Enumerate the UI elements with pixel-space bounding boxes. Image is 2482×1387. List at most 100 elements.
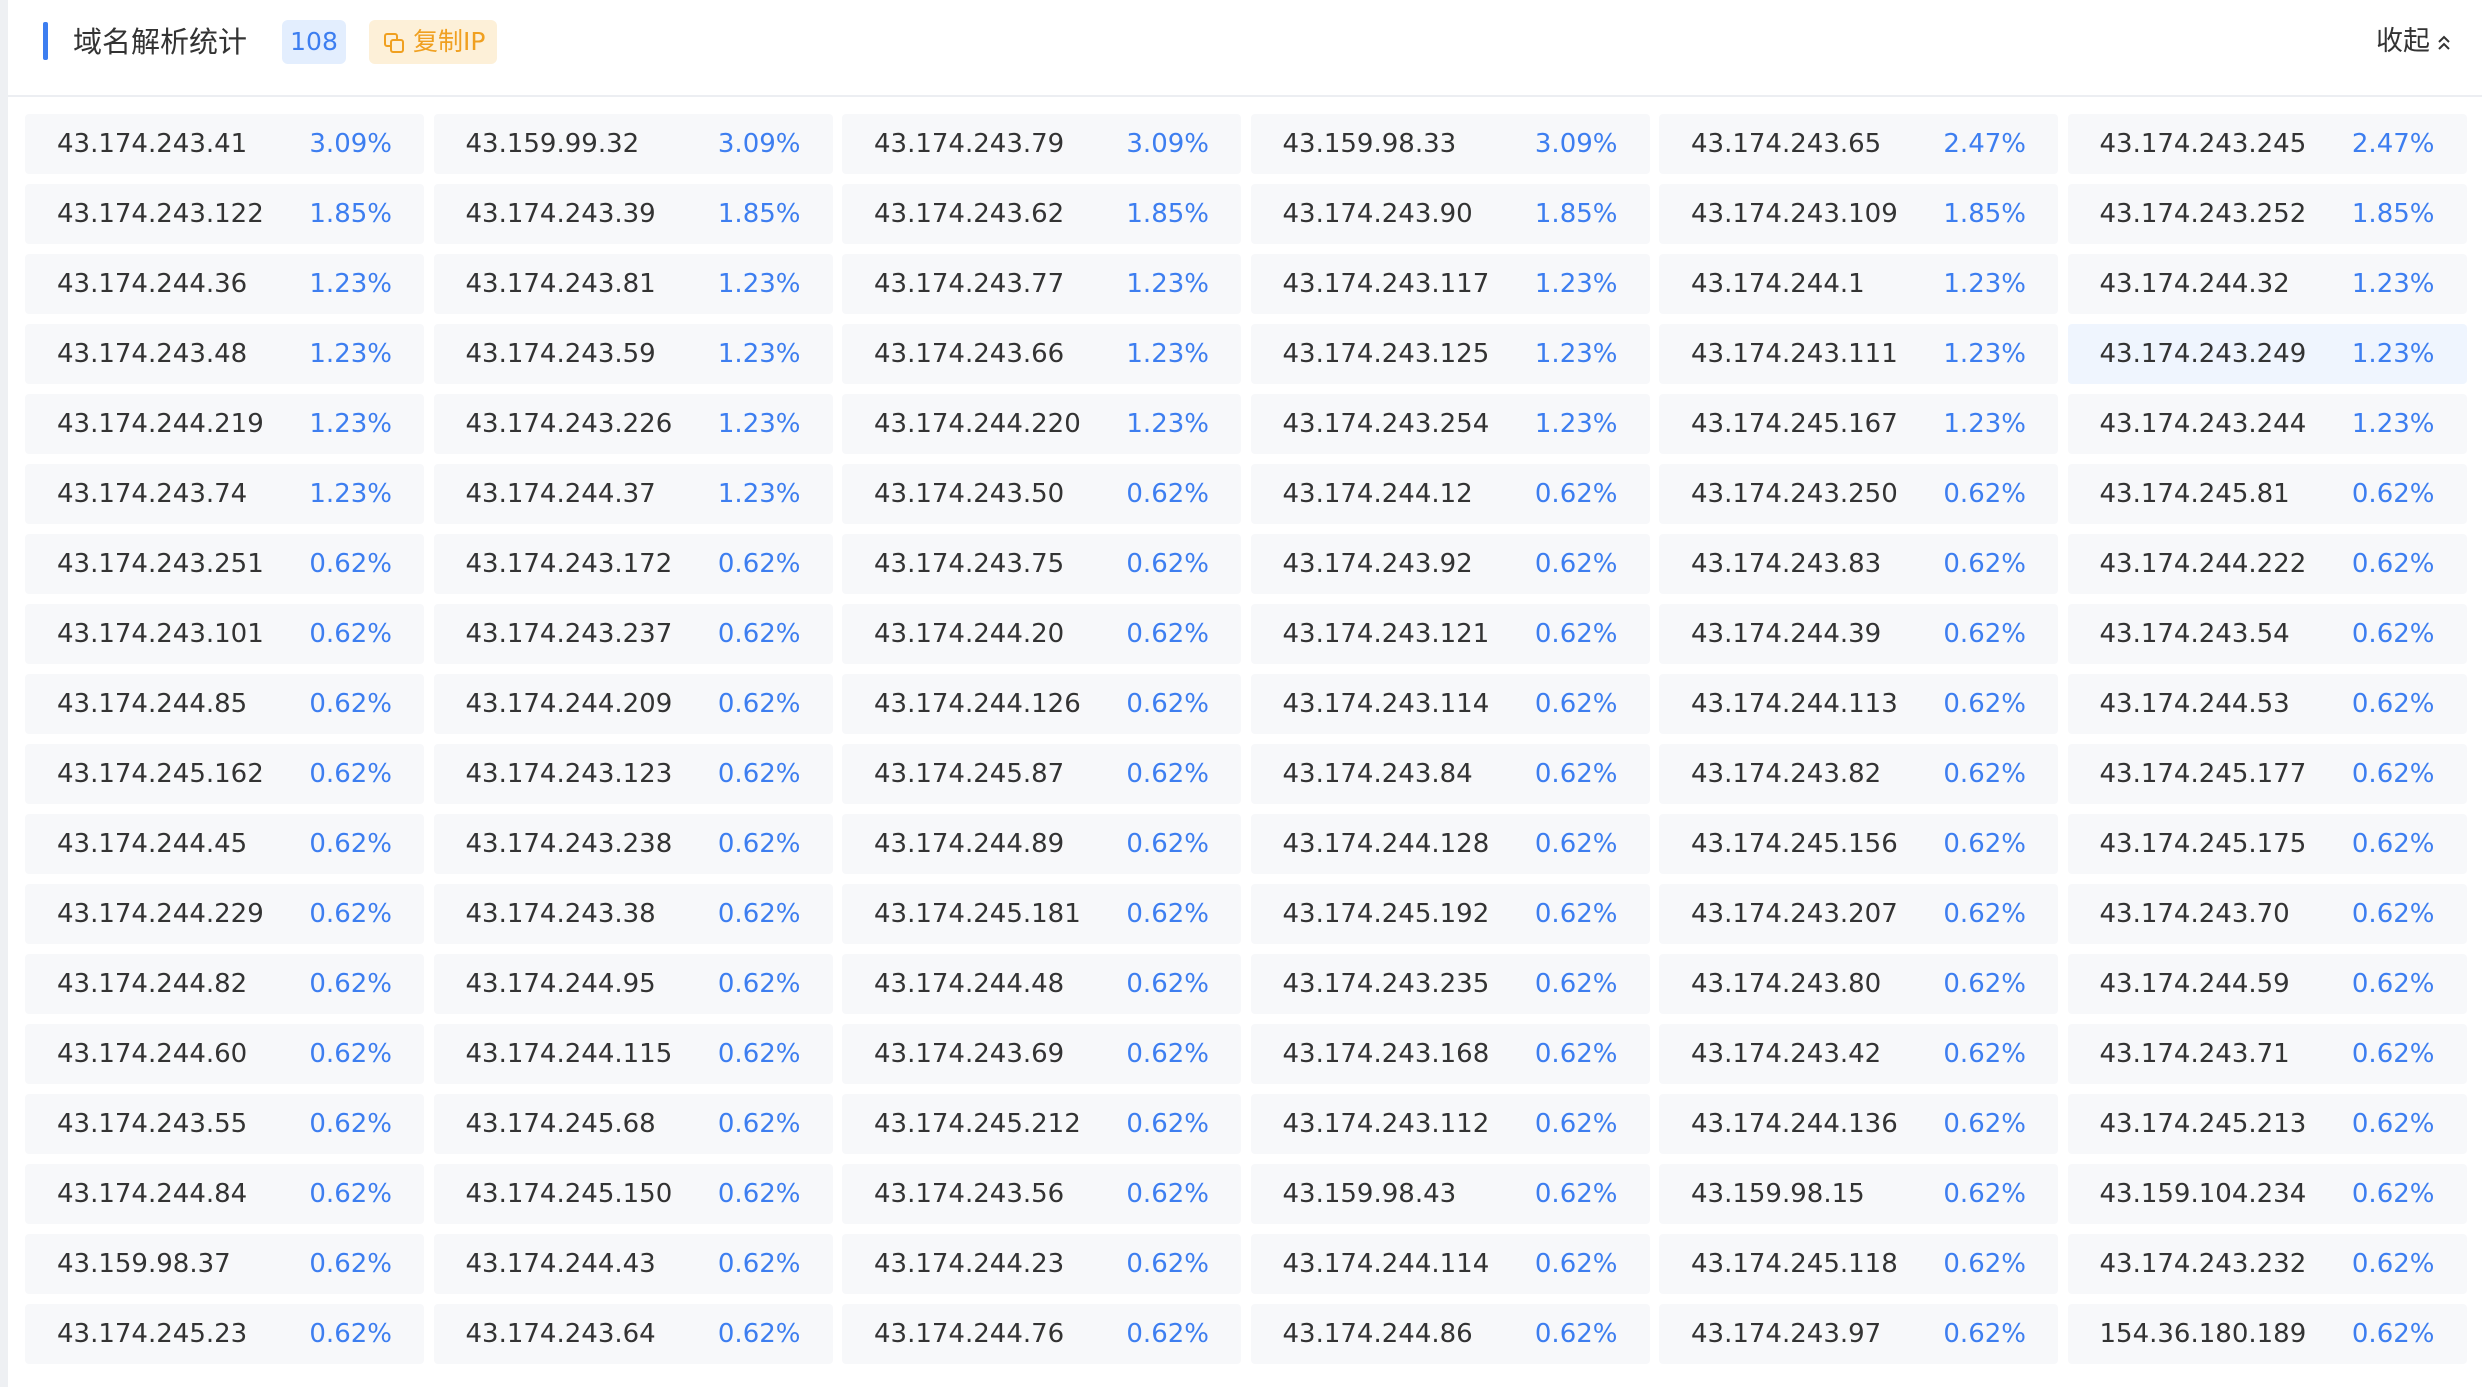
ip-percent: 0.62% (1943, 969, 2026, 999)
ip-cell: 43.174.243.125 1.23% (1250, 324, 1650, 384)
ip-address: 43.174.244.219 (57, 409, 264, 439)
ip-address: 43.174.243.125 (1282, 339, 1490, 369)
ip-cell: 43.174.244.36 1.23% (25, 254, 424, 314)
ip-percent: 1.23% (1126, 409, 1209, 439)
ip-cell: 43.174.243.81 1.23% (433, 254, 833, 314)
ip-percent: 3.09% (309, 129, 392, 159)
ip-address: 43.174.243.42 (1691, 1039, 1882, 1069)
ip-cell: 43.174.244.222 0.62% (2067, 534, 2467, 594)
ip-cell: 43.174.245.167 1.23% (1659, 394, 2058, 454)
ip-percent: 1.23% (717, 409, 801, 439)
ip-address: 43.174.243.54 (2099, 619, 2290, 649)
ip-percent: 0.62% (717, 829, 801, 859)
ip-address: 43.174.245.167 (1691, 409, 1898, 439)
ip-address: 43.174.243.82 (1691, 759, 1882, 789)
collapse-button[interactable]: 收起 (2376, 22, 2452, 62)
ip-address: 43.174.243.168 (1282, 1039, 1490, 1069)
ip-percent: 1.85% (309, 199, 392, 229)
copy-ip-button[interactable]: 复制IP (369, 20, 497, 64)
ip-cell: 43.174.244.59 0.62% (2067, 954, 2467, 1014)
ip-address: 43.174.243.65 (1691, 129, 1882, 159)
ip-address: 43.174.243.79 (874, 129, 1065, 159)
ip-percent: 1.23% (1534, 339, 1618, 369)
ip-address: 43.174.243.235 (1282, 969, 1490, 999)
ip-percent: 1.23% (2351, 409, 2435, 439)
ip-address: 43.174.244.12 (1282, 479, 1473, 509)
ip-address: 43.174.245.162 (57, 759, 264, 789)
ip-address: 43.174.245.181 (874, 899, 1081, 929)
ip-percent: 0.62% (1943, 899, 2026, 929)
ip-address: 43.174.243.112 (1282, 1109, 1490, 1139)
count-badge: 108 (282, 20, 346, 64)
panel-header: 域名解析统计 108 复制IP 收起 (8, 0, 2482, 97)
ip-cell: 43.174.243.245 2.47% (2067, 114, 2467, 174)
ip-cell: 43.174.244.220 1.23% (842, 394, 1241, 454)
ip-percent: 0.62% (1943, 1179, 2026, 1209)
ip-percent: 0.62% (1534, 829, 1618, 859)
ip-cell: 43.174.244.113 0.62% (1659, 674, 2058, 734)
ip-address: 43.174.244.60 (57, 1039, 248, 1069)
ip-percent: 2.47% (2351, 129, 2435, 159)
ip-percent: 1.23% (717, 479, 801, 509)
ip-cell: 43.174.244.219 1.23% (25, 394, 424, 454)
ip-cell: 43.174.243.168 0.62% (1250, 1024, 1650, 1084)
ip-cell: 43.174.244.45 0.62% (25, 814, 424, 874)
ip-percent: 0.62% (1534, 479, 1618, 509)
ip-percent: 0.62% (1943, 1319, 2026, 1349)
ip-percent: 1.23% (309, 409, 392, 439)
ip-address: 43.174.243.121 (1282, 619, 1490, 649)
ip-percent: 1.23% (1534, 409, 1618, 439)
ip-address: 43.174.245.192 (1282, 899, 1490, 929)
ip-cell: 43.174.245.181 0.62% (842, 884, 1241, 944)
ip-cell: 43.174.245.175 0.62% (2067, 814, 2467, 874)
ip-cell: 43.174.244.20 0.62% (842, 604, 1241, 664)
ip-percent: 0.62% (2351, 549, 2435, 579)
ip-percent: 0.62% (2351, 1319, 2435, 1349)
ip-percent: 0.62% (309, 1249, 392, 1279)
ip-percent: 0.62% (717, 1109, 801, 1139)
ip-cell: 43.174.244.126 0.62% (842, 674, 1241, 734)
ip-percent: 0.62% (717, 759, 801, 789)
ip-percent: 3.09% (1126, 129, 1209, 159)
ip-cell: 43.174.244.1 1.23% (1659, 254, 2058, 314)
ip-address: 43.174.243.251 (57, 549, 264, 579)
ip-percent: 0.62% (1943, 1109, 2026, 1139)
ip-percent: 0.62% (2351, 829, 2435, 859)
ip-percent: 0.62% (2351, 689, 2435, 719)
ip-percent: 0.62% (1534, 1039, 1618, 1069)
ip-percent: 0.62% (1534, 969, 1618, 999)
ip-cell: 43.174.243.226 1.23% (433, 394, 833, 454)
ip-cell: 43.174.243.41 3.09% (25, 114, 424, 174)
ip-cell: 43.174.243.71 0.62% (2067, 1024, 2467, 1084)
copy-icon (384, 33, 404, 53)
ip-percent: 0.62% (309, 619, 392, 649)
ip-cell: 43.174.243.235 0.62% (1250, 954, 1650, 1014)
ip-percent: 0.62% (717, 899, 801, 929)
ip-address: 43.174.243.245 (2099, 129, 2307, 159)
ip-cell: 43.174.243.92 0.62% (1250, 534, 1650, 594)
ip-cell: 43.174.244.23 0.62% (842, 1234, 1241, 1294)
ip-percent: 0.62% (1126, 899, 1209, 929)
ip-cell: 43.174.244.32 1.23% (2067, 254, 2467, 314)
ip-cell: 43.174.243.114 0.62% (1250, 674, 1650, 734)
ip-cell: 43.174.243.122 1.85% (25, 184, 424, 244)
ip-percent: 0.62% (1943, 619, 2026, 649)
ip-address: 43.174.244.95 (465, 969, 656, 999)
ip-address: 43.174.244.229 (57, 899, 264, 929)
ip-cell: 43.174.243.90 1.85% (1250, 184, 1650, 244)
ip-cell: 43.174.244.82 0.62% (25, 954, 424, 1014)
ip-percent: 0.62% (2351, 759, 2435, 789)
ip-cell: 43.174.245.212 0.62% (842, 1094, 1241, 1154)
ip-address: 43.174.243.254 (1282, 409, 1490, 439)
ip-cell: 43.174.243.84 0.62% (1250, 744, 1650, 804)
ip-percent: 1.23% (717, 269, 801, 299)
ip-cell: 43.174.244.60 0.62% (25, 1024, 424, 1084)
ip-percent: 0.62% (1943, 479, 2026, 509)
ip-percent: 0.62% (1126, 689, 1209, 719)
ip-address: 43.159.98.43 (1282, 1179, 1457, 1209)
ip-cell: 43.174.245.156 0.62% (1659, 814, 2058, 874)
ip-percent: 3.09% (717, 129, 801, 159)
ip-address: 43.174.245.150 (465, 1179, 673, 1209)
ip-cell: 43.174.244.209 0.62% (433, 674, 833, 734)
ip-cell: 43.174.243.123 0.62% (433, 744, 833, 804)
